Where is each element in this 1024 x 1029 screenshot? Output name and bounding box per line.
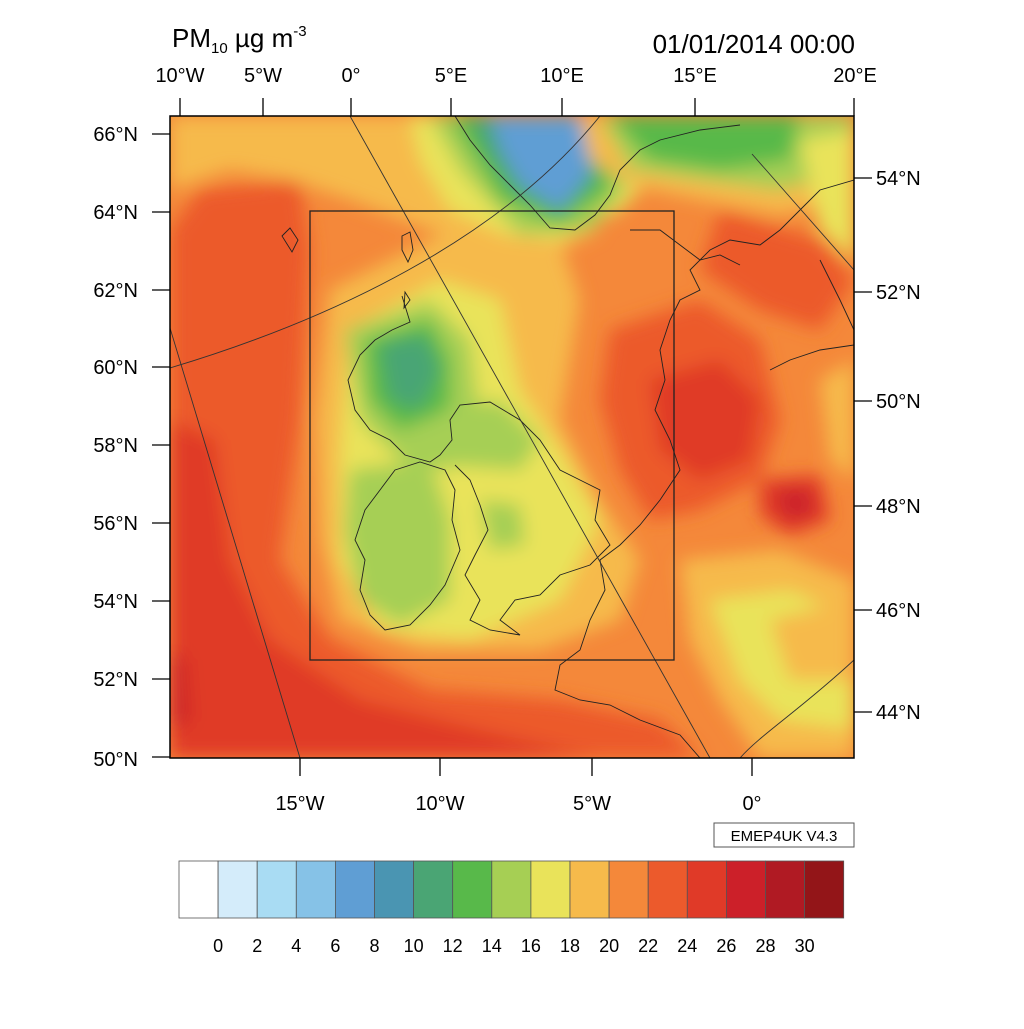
colorbar [178, 860, 845, 919]
colorbar-swatch [413, 860, 454, 919]
colorbar-swatch [491, 860, 532, 919]
right-lat-label: 48°N [876, 496, 921, 518]
right-latitude-labels: 54°N 52°N 50°N 48°N 46°N 44°N [876, 168, 921, 724]
right-lat-label: 54°N [876, 168, 921, 190]
right-lat-label: 44°N [876, 702, 921, 724]
colorbar-tick-label: 10 [404, 936, 424, 956]
colorbar-tick-label: 12 [443, 936, 463, 956]
colorbar-swatch [686, 860, 727, 919]
colorbar-swatch [256, 860, 297, 919]
colorbar-swatch [804, 860, 845, 919]
right-lat-label: 52°N [876, 282, 921, 304]
right-lat-label: 46°N [876, 600, 921, 622]
colorbar-swatch [334, 860, 375, 919]
map-timestamp: 01/01/2014 00:00 [653, 29, 855, 59]
colorbar-tick-label: 16 [521, 936, 541, 956]
colorbar-tick-label: 30 [795, 936, 815, 956]
colorbar-swatch [374, 860, 414, 919]
colorbar-swatch [608, 860, 649, 919]
left-ticks [152, 133, 170, 758]
colorbar-tick-label: 18 [560, 936, 580, 956]
model-label-box [713, 822, 855, 848]
right-ticks [854, 177, 872, 713]
left-lat-label: 60°N [93, 357, 138, 379]
colorbar-swatch [178, 860, 219, 919]
pm10-concentration-field [170, 116, 854, 758]
top-longitude-labels: 10°W 5°W 0° 5°E 10°E 15°E 20°E [155, 65, 876, 87]
colorbar-tick-label: 22 [638, 936, 658, 956]
colorbar-swatch [765, 860, 805, 919]
left-latitude-labels: 66°N 64°N 62°N 60°N 58°N 56°N 54°N 52°N … [93, 124, 138, 771]
colorbar-swatch [726, 860, 766, 919]
left-lat-label: 50°N [93, 749, 138, 771]
left-lat-label: 64°N [93, 202, 138, 224]
top-lon-label: 10°E [540, 65, 584, 87]
colorbar-tick-label: 24 [677, 936, 697, 956]
top-lon-label: 20°E [833, 65, 877, 87]
left-lat-label: 66°N [93, 124, 138, 146]
colorbar-swatch [530, 860, 571, 919]
right-lat-label: 50°N [876, 391, 921, 413]
colorbar-swatch [647, 860, 688, 919]
colorbar-tick-label: 14 [482, 936, 502, 956]
left-lat-label: 56°N [93, 513, 138, 535]
bottom-lon-label: 5°W [573, 793, 611, 815]
colorbar-swatch [569, 860, 610, 919]
inner-domain-box [309, 210, 675, 661]
map-frame [169, 115, 855, 759]
colorbar-swatch [217, 860, 258, 919]
top-lon-label: 5°W [244, 65, 282, 87]
bottom-ticks [299, 758, 753, 776]
bottom-longitude-labels: 15°W 10°W 5°W 0° [275, 793, 761, 815]
top-lon-label: 0° [341, 65, 360, 87]
left-lat-label: 54°N [93, 591, 138, 613]
bottom-lon-label: 15°W [275, 793, 324, 815]
colorbar-tick-label: 20 [599, 936, 619, 956]
top-ticks [179, 98, 855, 116]
colorbar-tick-label: 8 [369, 936, 379, 956]
left-lat-label: 52°N [93, 669, 138, 691]
map-title: PM10 µg m-3 [172, 23, 307, 57]
colorbar-tick-label: 6 [330, 936, 340, 956]
colorbar-tick-label: 2 [252, 936, 262, 956]
graticule-lines [170, 116, 854, 758]
top-lon-label: 10°W [155, 65, 204, 87]
colorbar-swatch [295, 860, 336, 919]
bottom-lon-label: 0° [742, 793, 761, 815]
colorbar-labels: 0 2 4 6 8 10 12 14 16 18 20 22 24 26 28 30 [213, 936, 815, 956]
colorbar-tick-label: 4 [291, 936, 301, 956]
left-lat-label: 62°N [93, 280, 138, 302]
colorbar-tick-label: 28 [755, 936, 775, 956]
colorbar-swatch [452, 860, 493, 919]
coastlines [281, 116, 854, 758]
top-lon-label: 15°E [673, 65, 717, 87]
bottom-lon-label: 10°W [415, 793, 464, 815]
model-label: EMEP4UK V4.3 [731, 828, 838, 845]
left-lat-label: 58°N [93, 435, 138, 457]
colorbar-tick-label: 26 [716, 936, 736, 956]
top-lon-label: 5°E [435, 65, 467, 87]
colorbar-tick-label: 0 [213, 936, 223, 956]
